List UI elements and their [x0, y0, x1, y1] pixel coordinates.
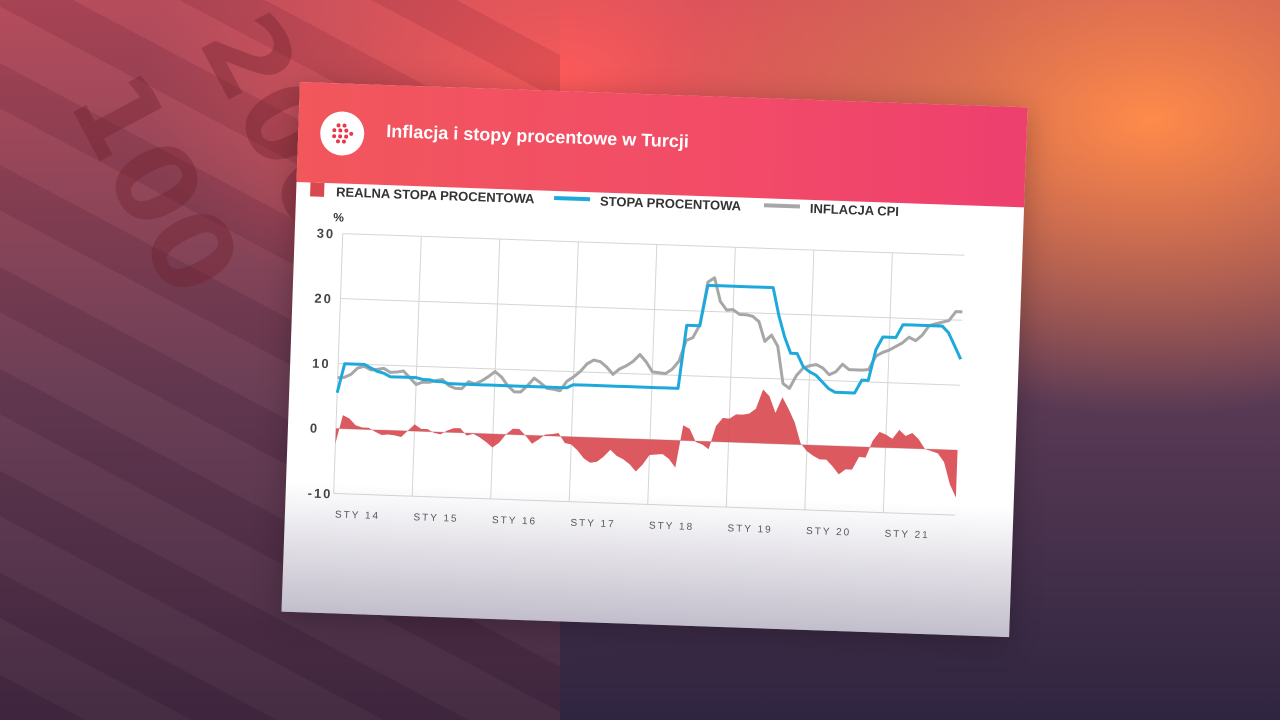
- y-tick-label: -10: [307, 486, 332, 502]
- gridline-horizontal: [338, 363, 960, 386]
- chart-card: Inflacja i stopy procentowe w Turcji REA…: [281, 82, 1028, 638]
- legend-swatch-policy-rate: [554, 195, 591, 202]
- x-tick-label: STY 14: [335, 509, 381, 522]
- gridline-horizontal: [333, 492, 956, 516]
- gridline-vertical: [568, 241, 579, 502]
- gridline-vertical: [411, 236, 422, 497]
- x-tick-label: STY 17: [570, 518, 616, 531]
- y-tick-label: 0: [310, 421, 320, 436]
- gridline-vertical: [804, 250, 815, 510]
- x-tick-label: STY 16: [492, 515, 538, 528]
- dots-grid-icon: [332, 123, 354, 144]
- logo-icon: [319, 110, 365, 157]
- y-tick-label: 10: [312, 356, 331, 372]
- legend-swatch-cpi: [763, 203, 801, 209]
- series-real-rate-area: [335, 389, 958, 498]
- gridline-vertical: [490, 239, 501, 499]
- chart-svg: REALNA STOPA PROCENTOWA STOPA PROCENTOWA I…: [307, 182, 965, 542]
- y-tick-label: 30: [316, 226, 335, 242]
- gridline-vertical: [725, 247, 736, 508]
- x-tick-label: STY 21: [884, 529, 930, 542]
- series-policy-rate-line: [335, 283, 963, 395]
- y-unit-label: %: [333, 210, 344, 224]
- y-tick-label: 20: [314, 291, 333, 307]
- chart-area: REALNA STOPA PROCENTOWA STOPA PROCENTOWA I…: [281, 182, 1024, 642]
- gridline-horizontal: [340, 298, 963, 321]
- card-header: Inflacja i stopy procentowe w Turcji: [296, 82, 1028, 208]
- legend-swatch-real-rate: [310, 182, 325, 197]
- gridline-vertical: [333, 233, 344, 494]
- legend-label: REALNA STOPA PROCENTOWA: [336, 184, 535, 206]
- x-tick-label: STY 19: [727, 523, 773, 536]
- x-tick-label: STY 18: [649, 520, 695, 533]
- chart-title: Inflacja i stopy procentowe w Turcji: [385, 121, 690, 152]
- x-tick-label: STY 15: [413, 512, 459, 525]
- series-cpi-line: [337, 276, 963, 394]
- legend-label: STOPA PROCENTOWA: [600, 194, 742, 214]
- gridline-vertical: [647, 244, 658, 505]
- gridline-vertical: [882, 252, 893, 513]
- gridline-horizontal: [342, 233, 965, 256]
- x-tick-label: STY 20: [806, 526, 852, 539]
- legend-label: INFLACJA CPI: [810, 201, 900, 219]
